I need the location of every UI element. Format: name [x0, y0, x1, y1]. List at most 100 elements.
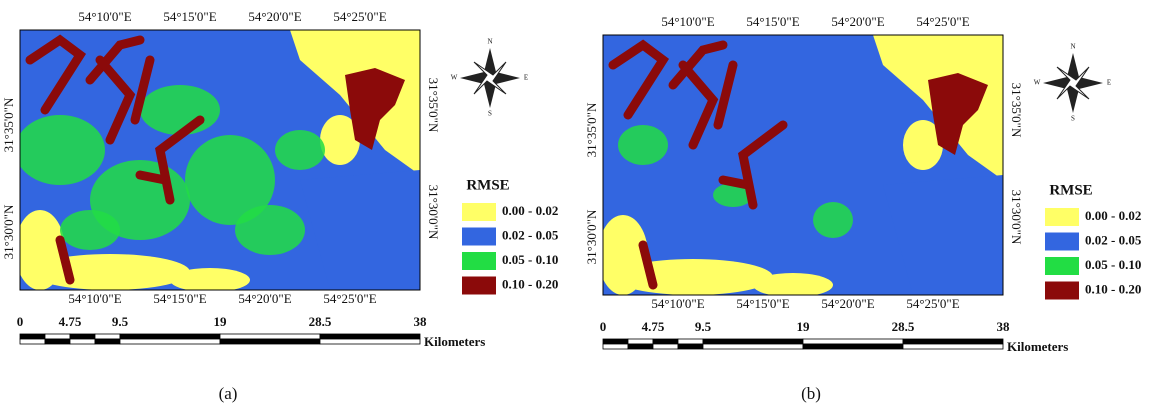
legend-label: 0.10 - 0.20	[502, 276, 558, 291]
figure: 54°10'0"E 54°10'0"E 54°15'0"E 54°15'0"E 54°2…	[0, 0, 1162, 414]
scale-segment	[45, 334, 70, 339]
scale-segment	[20, 334, 45, 339]
legend-swatch	[462, 203, 496, 221]
bottom-label: 54°10'0"E	[68, 291, 121, 306]
right-label: 31°35'0"N	[426, 78, 441, 133]
scale-label: 4.75	[59, 314, 82, 329]
right-label: 31°30'0"N	[426, 185, 441, 240]
top-label: 54°15'0"E	[163, 9, 216, 24]
scale-label: 0	[17, 314, 24, 329]
scale-segment	[628, 344, 653, 349]
bottom-label: 54°15'0"E	[153, 291, 206, 306]
scale-segment	[903, 339, 1003, 344]
top-label: 54°10'0"E	[661, 14, 714, 29]
legend-label: 0.02 - 0.05	[502, 227, 559, 242]
map-zone	[275, 130, 325, 170]
scale-segment	[20, 339, 45, 344]
legend-title: RMSE	[1049, 182, 1092, 198]
legend-label: 0.00 - 0.02	[502, 203, 558, 218]
map-zone	[723, 180, 748, 185]
legend-swatch	[1045, 257, 1079, 275]
scale-label: 28.5	[892, 319, 915, 334]
scale-segment	[903, 344, 1003, 349]
panel-caption: (a)	[219, 384, 238, 403]
left-label: 31°35'0"N	[584, 102, 599, 157]
top-label: 54°20'0"E	[248, 9, 301, 24]
scale-segment	[803, 344, 903, 349]
panel: 54°10'0"E 54°10'0"E 54°15'0"E 54°15'0"E 54°2…	[584, 14, 1142, 403]
right-label: 31°30'0"N	[1009, 190, 1024, 245]
scale-segment	[320, 334, 420, 339]
bottom-label: 54°25'0"E	[323, 291, 376, 306]
compass-e: E	[524, 74, 528, 82]
map-zone	[618, 125, 668, 165]
right-label: 31°35'0"N	[1009, 83, 1024, 138]
scale-label: 38	[997, 319, 1011, 334]
compass-n: N	[1070, 43, 1075, 51]
legend-label: 0.00 - 0.02	[1085, 208, 1141, 223]
scale-segment	[603, 344, 628, 349]
scale-segment	[628, 339, 653, 344]
scale-segment	[603, 339, 628, 344]
map-raster	[598, 35, 1003, 297]
scale-segment	[220, 334, 320, 339]
scale-segment	[45, 339, 70, 344]
scale-label: 28.5	[309, 314, 332, 329]
scale-segment	[70, 339, 95, 344]
scale-segment	[120, 339, 220, 344]
legend-swatch	[1045, 282, 1079, 300]
legend-swatch	[462, 252, 496, 270]
legend-swatch	[1045, 233, 1079, 251]
scale-segment	[95, 334, 120, 339]
scale-label: 9.5	[695, 319, 712, 334]
scale-segment	[70, 334, 95, 339]
legend-label: 0.05 - 0.10	[1085, 257, 1141, 272]
scale-segment	[220, 339, 320, 344]
map-raster	[15, 30, 420, 292]
compass-s: S	[1071, 115, 1075, 123]
bottom-label: 54°20'0"E	[821, 296, 874, 311]
scale-segment	[120, 334, 220, 339]
legend-swatch	[462, 228, 496, 246]
scale-label: 19	[797, 319, 811, 334]
compass-n: N	[487, 38, 492, 46]
scale-segment	[678, 344, 703, 349]
bottom-label: 54°15'0"E	[736, 296, 789, 311]
left-label: 31°30'0"N	[1, 204, 16, 259]
scale-unit: Kilometers	[1007, 339, 1068, 354]
top-label: 54°20'0"E	[831, 14, 884, 29]
map-zone	[753, 273, 833, 297]
compass-s: S	[488, 110, 492, 118]
scale-segment	[703, 344, 803, 349]
legend-swatch	[462, 277, 496, 295]
legend-label: 0.05 - 0.10	[502, 252, 558, 267]
top-label: 54°10'0"E	[78, 9, 131, 24]
bottom-label: 54°25'0"E	[906, 296, 959, 311]
scale-label: 19	[214, 314, 228, 329]
legend-label: 0.10 - 0.20	[1085, 281, 1141, 296]
map-zone	[140, 175, 165, 180]
map-zone	[15, 115, 105, 185]
legend-swatch	[1045, 208, 1079, 226]
panel-caption: (b)	[801, 384, 821, 403]
map-zone	[170, 268, 250, 292]
bottom-label: 54°10'0"E	[651, 296, 704, 311]
top-label: 54°15'0"E	[746, 14, 799, 29]
scale-segment	[95, 339, 120, 344]
bottom-label: 54°20'0"E	[238, 291, 291, 306]
scale-unit: Kilometers	[424, 334, 485, 349]
left-label: 31°35'0"N	[1, 97, 16, 152]
scale-label: 38	[414, 314, 428, 329]
map-zone	[60, 210, 120, 250]
map-zone	[813, 202, 853, 238]
scale-segment	[320, 339, 420, 344]
compass-w: W	[1034, 79, 1041, 87]
scale-label: 4.75	[642, 319, 665, 334]
map-zone	[15, 210, 65, 290]
top-label: 54°25'0"E	[333, 9, 386, 24]
legend-label: 0.02 - 0.05	[1085, 232, 1142, 247]
scale-segment	[653, 344, 678, 349]
scale-segment	[653, 339, 678, 344]
map-zone	[598, 215, 648, 295]
panel: 54°10'0"E 54°10'0"E 54°15'0"E 54°15'0"E 54°2…	[1, 9, 559, 403]
